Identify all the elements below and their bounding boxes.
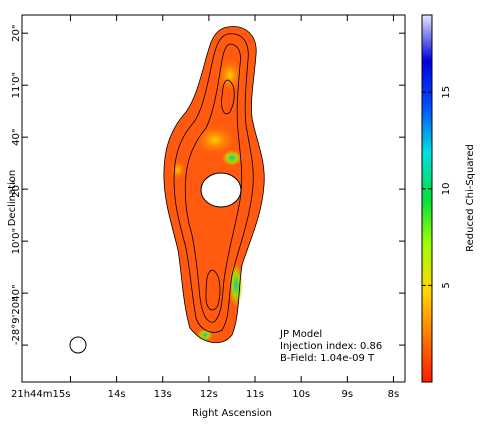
colorbar-tick-label: 5 <box>441 282 452 288</box>
x-tick-label: 13s <box>154 389 172 400</box>
y-tick-label: -28°9'20" <box>11 297 22 345</box>
colorbar-tick-label: 15 <box>441 86 452 99</box>
x-tick-label: 12s <box>200 389 218 400</box>
hot-spot <box>197 329 213 341</box>
annotation: B-Field: 1.04e-09 T <box>280 353 375 364</box>
x-tick-label: 9s <box>342 389 354 400</box>
contour <box>173 33 254 333</box>
colorbar <box>421 14 433 383</box>
y-tick-label: 20" <box>11 180 22 197</box>
map-image <box>69 26 265 354</box>
y-axis-label: Declination <box>7 170 18 227</box>
plot-frame <box>21 14 406 383</box>
hot-spot <box>222 150 242 166</box>
hot-spot <box>170 160 186 180</box>
colorbar-tick-label: 10 <box>441 182 452 195</box>
masked-core <box>200 172 242 208</box>
colorbar-label: Reduced Chi-Squared <box>465 144 476 252</box>
x-tick-label: 10s <box>292 389 310 400</box>
y-tick-label: 11'0" <box>11 72 22 98</box>
x-tick-label: 11s <box>246 389 264 400</box>
y-tick-label: 20" <box>11 25 22 42</box>
annotation: Injection index: 0.86 <box>280 341 382 352</box>
x-tick-label: 21h44m15s <box>11 389 70 400</box>
annotation: JP Model <box>279 329 322 340</box>
y-tick-label: 40" <box>11 284 22 301</box>
contour <box>184 43 243 323</box>
x-tick-label: 8s <box>388 389 400 400</box>
contour <box>221 79 235 115</box>
x-tick-label: 14s <box>108 389 126 400</box>
beam <box>69 336 87 354</box>
hot-spot <box>193 124 237 156</box>
hot-spot <box>216 57 244 93</box>
x-axis-label: Right Ascension <box>192 408 272 419</box>
contour <box>163 26 265 344</box>
y-tick-label: 40" <box>11 128 22 145</box>
y-tick-label: 10'0" <box>11 228 22 254</box>
contour <box>205 269 221 311</box>
hot-spot <box>229 263 243 307</box>
